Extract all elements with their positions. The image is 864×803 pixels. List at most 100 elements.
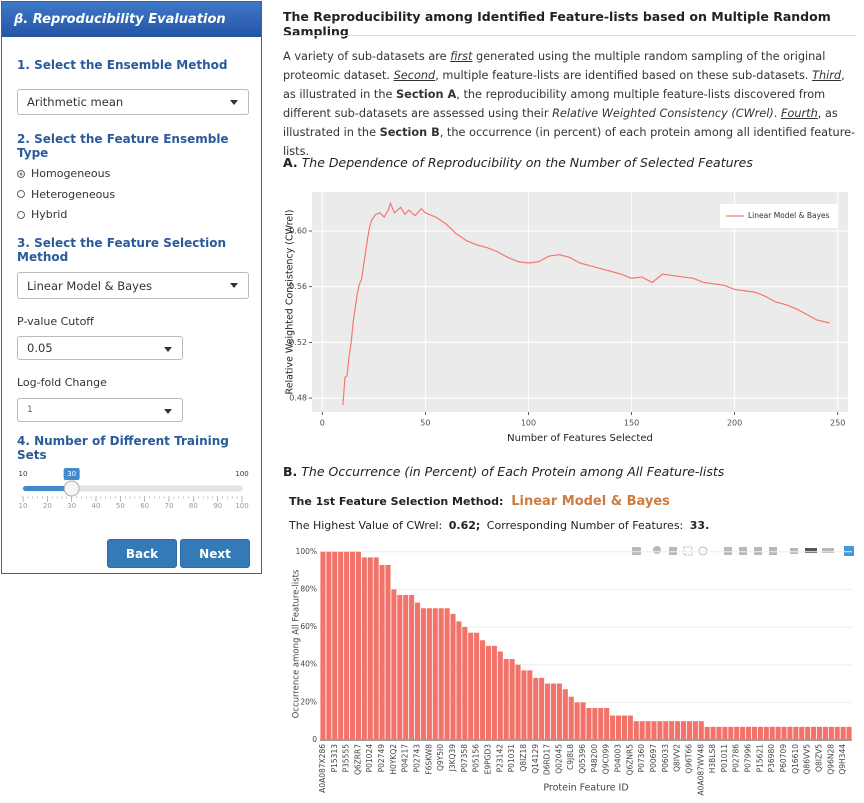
bar <box>728 726 734 740</box>
text-run: Relative Weighted Consistency (CWrel) <box>552 107 774 120</box>
y-axis-label: Relative Weighted Consistency (CWrel) <box>285 210 296 395</box>
toolbar-hover-compare[interactable] <box>822 548 834 553</box>
slider-tick-label: 80 <box>189 502 198 510</box>
x-tick-label: Q96N28 <box>826 744 835 775</box>
bar <box>355 551 361 740</box>
section-a-heading: A. The Dependence of Reproducibility on t… <box>283 155 753 170</box>
bar <box>338 551 344 740</box>
next-button[interactable]: Next <box>180 539 250 568</box>
bar <box>834 726 840 740</box>
bar <box>444 608 450 740</box>
logfold-input[interactable]: 1 <box>17 398 183 422</box>
x-tick-label: J3KQ39 <box>448 744 457 773</box>
bar <box>651 721 657 740</box>
pvalue-select[interactable]: 0.05 <box>17 336 183 360</box>
bar <box>367 557 373 740</box>
bar <box>580 702 586 740</box>
bar <box>527 670 533 740</box>
slider-value-bubble <box>63 468 80 480</box>
training-sets-slider[interactable]: 10 100 30 10 20 30 40 50 60 70 80 90 100 <box>2 462 261 517</box>
bar <box>645 721 651 740</box>
slider-tick-label: 10 <box>19 502 28 510</box>
bar <box>521 670 527 740</box>
bar <box>811 726 817 740</box>
text-run: A variety of sub-datasets are <box>283 50 451 63</box>
ensemble-method-select[interactable]: Arithmetic mean <box>17 89 249 115</box>
selection-method-select[interactable]: Linear Model & Bayes <box>17 272 249 299</box>
bar <box>757 726 763 740</box>
bar <box>568 696 574 740</box>
bar <box>763 726 769 740</box>
toolbar-zoom-in[interactable] <box>724 547 732 555</box>
text-run: Section B <box>379 126 440 139</box>
bar <box>633 721 639 740</box>
x-tick-label: H3BLS8 <box>708 744 717 773</box>
features-label: Corresponding Number of Features: <box>486 519 684 532</box>
radio-label: Hybrid <box>31 208 68 221</box>
text-run: , as illustrated in the <box>283 69 845 101</box>
bar <box>373 557 379 740</box>
panel-header: β. Reproducibility Evaluation <box>2 2 261 37</box>
x-tick-label: P06033 <box>661 744 670 773</box>
bar <box>480 640 486 740</box>
text-run: Second <box>393 69 436 82</box>
x-tick-label: Q16610 <box>791 744 800 774</box>
back-button[interactable]: Back <box>107 539 177 568</box>
toolbar-box-select[interactable] <box>683 546 693 556</box>
x-tick-label: C9J8L8 <box>566 744 575 770</box>
bar <box>822 726 828 740</box>
toolbar-zoom-out[interactable] <box>739 547 747 555</box>
slider-fill <box>23 486 72 491</box>
x-tick-label: Q9C099 <box>602 744 611 774</box>
radio-option[interactable]: Homogeneous <box>17 167 110 180</box>
bar <box>438 608 444 740</box>
y-tick-label: 0.56 <box>289 282 307 291</box>
sidebar-panel: β. Reproducibility Evaluation 1. Select … <box>1 1 262 574</box>
toolbar-reset[interactable] <box>769 547 777 555</box>
toolbar-autoscale[interactable] <box>754 547 762 555</box>
y-tick-label: 80% <box>300 584 317 593</box>
toolbar-plotly-logo[interactable] <box>844 546 854 556</box>
data-line <box>342 201 830 406</box>
method-label: The 1st Feature Selection Method: <box>289 495 504 508</box>
description: A variety of sub-datasets are first gene… <box>283 47 859 161</box>
toolbar-camera[interactable] <box>632 547 641 555</box>
x-tick-label: H0YKQ2 <box>389 744 398 775</box>
x-axis-label: Number of Features Selected <box>507 433 653 444</box>
radio-dot <box>17 210 25 219</box>
x-tick-label: P48200 <box>590 744 599 773</box>
bar <box>385 564 391 740</box>
toolbar-lasso[interactable] <box>698 546 708 556</box>
bar <box>740 726 746 740</box>
bar <box>361 557 367 740</box>
toolbar-hover-closest[interactable] <box>805 548 817 553</box>
toolbar-pan[interactable] <box>669 547 677 555</box>
x-tick-label: Q96T66 <box>684 744 693 774</box>
radio-option[interactable]: Heterogeneous <box>17 188 115 201</box>
toolbar-spike[interactable] <box>790 548 798 554</box>
x-tick-label: P36980 <box>767 744 776 773</box>
cwrel-value: 0.62; <box>448 519 481 532</box>
cwrel-line: The Highest Value of CWrel: 0.62; Corres… <box>289 519 709 532</box>
text-run: Fourth <box>780 107 818 120</box>
bar <box>562 689 568 740</box>
bar <box>734 726 740 740</box>
bar <box>491 645 497 740</box>
bar <box>675 721 681 740</box>
section-label: A. <box>283 155 298 170</box>
slider-tick-label: 60 <box>140 502 149 510</box>
bar <box>515 664 521 740</box>
method-value: Linear Model & Bayes <box>511 494 670 509</box>
x-tick-label: P01011 <box>720 744 729 773</box>
radio-dot <box>17 169 25 178</box>
bar <box>349 551 356 740</box>
bar <box>503 659 509 740</box>
y-tick-label: 0.52 <box>289 338 307 347</box>
slider-tick-label: 70 <box>165 502 174 510</box>
toolbar-zoom[interactable] <box>653 546 661 554</box>
section-title: The Occurrence (in Percent) of Each Prot… <box>301 464 725 479</box>
bar <box>692 721 698 740</box>
bar <box>420 608 426 740</box>
radio-option[interactable]: Hybrid <box>17 208 67 221</box>
